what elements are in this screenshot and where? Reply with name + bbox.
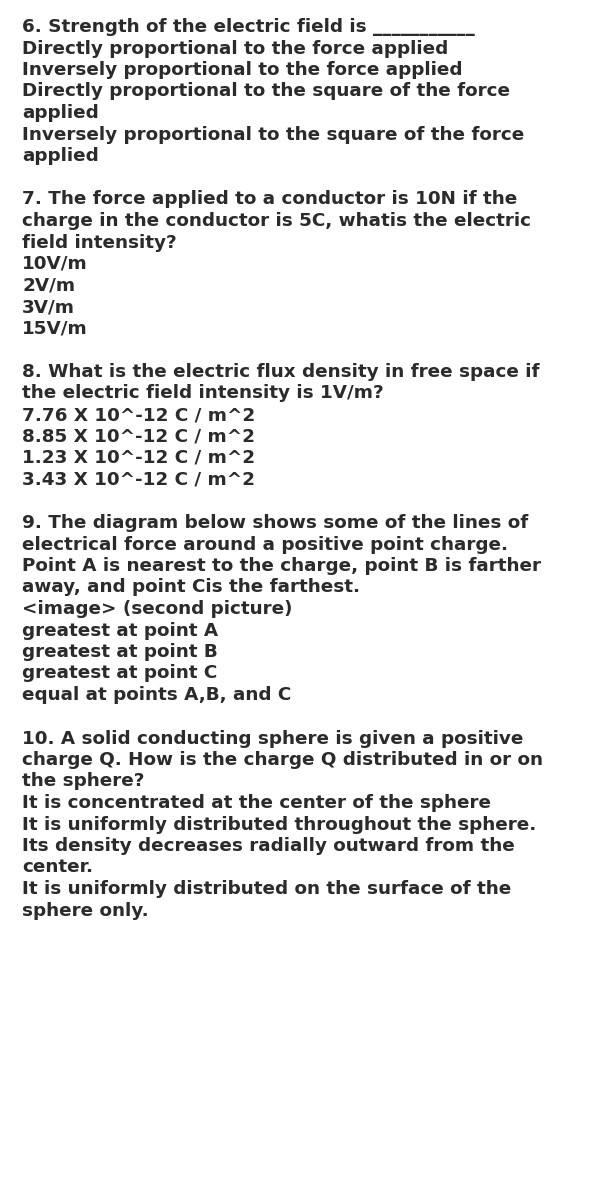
Text: field intensity?: field intensity? xyxy=(22,234,177,252)
Text: 3.43 X 10^-12 C / m^2: 3.43 X 10^-12 C / m^2 xyxy=(22,470,255,488)
Text: 7. The force applied to a conductor is 10N if the: 7. The force applied to a conductor is 1… xyxy=(22,191,517,209)
Text: charge Q. How is the charge Q distributed in or on: charge Q. How is the charge Q distribute… xyxy=(22,751,543,769)
Text: 15V/m: 15V/m xyxy=(22,319,88,337)
Text: It is uniformly distributed on the surface of the: It is uniformly distributed on the surfa… xyxy=(22,880,511,898)
Text: 8. What is the electric flux density in free space if: 8. What is the electric flux density in … xyxy=(22,362,540,382)
Text: equal at points A,B, and C: equal at points A,B, and C xyxy=(22,686,291,704)
Text: away, and point Cis the farthest.: away, and point Cis the farthest. xyxy=(22,578,360,596)
Text: 10. A solid conducting sphere is given a positive: 10. A solid conducting sphere is given a… xyxy=(22,730,524,748)
Text: 3V/m: 3V/m xyxy=(22,298,75,316)
Text: 2V/m: 2V/m xyxy=(22,276,75,294)
Text: It is uniformly distributed throughout the sphere.: It is uniformly distributed throughout t… xyxy=(22,816,536,834)
Text: Inversely proportional to the force applied: Inversely proportional to the force appl… xyxy=(22,61,463,79)
Text: charge in the conductor is 5C, whatis the electric: charge in the conductor is 5C, whatis th… xyxy=(22,212,531,230)
Text: greatest at point C: greatest at point C xyxy=(22,665,217,683)
Text: greatest at point B: greatest at point B xyxy=(22,643,218,661)
Text: 8.85 X 10^-12 C / m^2: 8.85 X 10^-12 C / m^2 xyxy=(22,427,255,445)
Text: center.: center. xyxy=(22,858,93,876)
Text: It is concentrated at the center of the sphere: It is concentrated at the center of the … xyxy=(22,794,491,812)
Text: sphere only.: sphere only. xyxy=(22,901,149,919)
Text: Its density decreases radially outward from the: Its density decreases radially outward f… xyxy=(22,838,515,854)
Text: 9. The diagram below shows some of the lines of: 9. The diagram below shows some of the l… xyxy=(22,514,528,532)
Text: 1.23 X 10^-12 C / m^2: 1.23 X 10^-12 C / m^2 xyxy=(22,449,255,467)
Text: 10V/m: 10V/m xyxy=(22,254,88,272)
Text: applied: applied xyxy=(22,146,99,164)
Text: 7.76 X 10^-12 C / m^2: 7.76 X 10^-12 C / m^2 xyxy=(22,406,256,424)
Text: applied: applied xyxy=(22,104,99,122)
Text: Inversely proportional to the square of the force: Inversely proportional to the square of … xyxy=(22,126,524,144)
Text: Directly proportional to the force applied: Directly proportional to the force appli… xyxy=(22,40,448,58)
Text: the electric field intensity is 1V/m?: the electric field intensity is 1V/m? xyxy=(22,384,384,402)
Text: electrical force around a positive point charge.: electrical force around a positive point… xyxy=(22,535,508,553)
Text: Point A is nearest to the charge, point B is farther: Point A is nearest to the charge, point … xyxy=(22,557,541,575)
Text: the sphere?: the sphere? xyxy=(22,773,144,791)
Text: greatest at point A: greatest at point A xyxy=(22,622,218,640)
Text: <image> (second picture): <image> (second picture) xyxy=(22,600,293,618)
Text: 6. Strength of the electric field is ___________: 6. Strength of the electric field is ___… xyxy=(22,18,475,36)
Text: Directly proportional to the square of the force: Directly proportional to the square of t… xyxy=(22,83,510,101)
